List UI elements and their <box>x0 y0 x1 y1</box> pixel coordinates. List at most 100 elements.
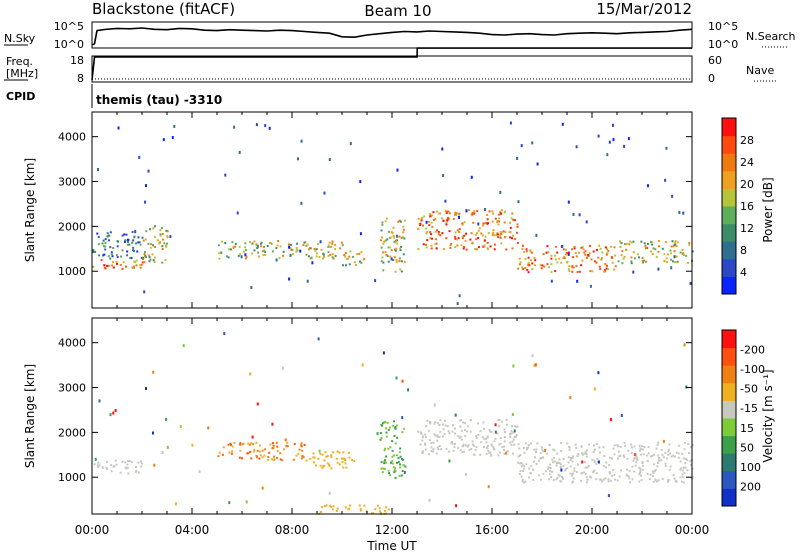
power-cell <box>646 243 649 245</box>
power-cell <box>307 255 310 258</box>
power-cell <box>654 248 657 251</box>
velocity-cell <box>607 480 610 483</box>
velocity-cell <box>691 476 694 479</box>
power-cell <box>429 237 432 239</box>
power-cell <box>604 270 607 273</box>
velocity-cell <box>486 436 489 439</box>
velocity-cell <box>272 444 275 447</box>
velocity-cell <box>636 459 639 462</box>
power-cell <box>154 256 156 259</box>
velocity-cell <box>391 455 394 458</box>
power-cell <box>425 232 428 235</box>
velocity-cell <box>549 470 551 473</box>
power-cell <box>473 210 476 213</box>
power-cell <box>486 241 489 244</box>
velocity-cell <box>314 464 317 467</box>
velocity-cell <box>335 509 338 512</box>
velocity-cell <box>137 471 140 474</box>
velocity-cell <box>241 457 243 460</box>
velocity-cell <box>561 477 564 480</box>
power-cell <box>334 244 337 246</box>
velocity-cell <box>655 447 658 450</box>
velocity-cell <box>460 438 463 441</box>
power-cell <box>560 261 563 264</box>
velocity-cell <box>587 465 590 467</box>
power-cell <box>245 257 247 260</box>
power-cell <box>446 219 449 222</box>
velocity-cell <box>424 433 427 436</box>
velocity-cell <box>448 459 451 463</box>
power-colorbar-label: Power [dB] <box>761 177 775 242</box>
velocity-cell <box>585 476 588 479</box>
power-cell <box>239 253 241 256</box>
colorbar-tick-label: -100 <box>740 363 765 376</box>
power-cell <box>608 140 611 144</box>
power-cell <box>435 238 437 241</box>
velocity-cell <box>462 443 465 446</box>
velocity-cell <box>425 436 428 439</box>
colorbar-segment <box>722 382 736 401</box>
power-cell <box>296 249 299 252</box>
power-cell <box>136 250 139 253</box>
power-cell <box>289 253 292 257</box>
velocity-cell <box>471 443 474 446</box>
velocity-cell <box>510 432 513 435</box>
velocity-cell <box>608 471 611 474</box>
velocity-cell <box>312 456 315 459</box>
velocity-cell <box>125 467 128 470</box>
power-cell <box>646 247 649 249</box>
velocity-cell <box>275 441 278 444</box>
power-cell <box>112 261 114 264</box>
velocity-cell <box>686 469 689 472</box>
power-cell <box>134 230 137 234</box>
velocity-cell <box>335 457 338 460</box>
power-cell <box>421 216 424 219</box>
velocity-cell <box>300 442 303 445</box>
power-cell <box>115 260 118 263</box>
y-tick-label: 1000 <box>58 471 86 484</box>
power-cell <box>606 252 609 255</box>
velocity-cell <box>380 467 383 470</box>
velocity-cell <box>651 455 654 457</box>
power-cell <box>494 217 497 220</box>
power-cell <box>382 251 385 254</box>
velocity-cell <box>466 425 469 428</box>
power-cell <box>472 212 475 215</box>
velocity-cell <box>282 366 284 370</box>
velocity-cell <box>313 461 315 464</box>
power-cell <box>142 258 145 261</box>
power-cell <box>542 253 545 255</box>
power-cell <box>663 253 666 256</box>
power-cell <box>585 256 588 259</box>
velocity-cell <box>483 427 486 430</box>
velocity-cell <box>404 465 407 468</box>
power-cell <box>449 247 452 249</box>
power-cell <box>623 243 626 246</box>
power-cell <box>331 242 334 245</box>
power-cell <box>149 228 152 231</box>
power-cell <box>511 237 513 240</box>
power-cell <box>262 254 265 256</box>
power-cell <box>647 184 649 188</box>
date-title: 15/Mar/2012 <box>596 0 692 18</box>
power-cell <box>474 233 477 236</box>
velocity-cell <box>349 504 352 507</box>
power-cell <box>385 217 388 220</box>
power-cell <box>398 260 401 262</box>
power-cell <box>360 261 363 264</box>
velocity-cell <box>469 430 472 433</box>
power-cell <box>585 220 588 224</box>
velocity-cell <box>534 456 536 459</box>
power-cell <box>238 150 241 154</box>
power-cell <box>603 269 606 271</box>
power-cell <box>402 225 405 228</box>
velocity-cell <box>286 445 289 448</box>
colorbar-segment <box>722 241 736 260</box>
power-cell <box>604 263 607 266</box>
power-cell <box>236 211 239 215</box>
velocity-cell <box>513 443 516 446</box>
frequency-left-tick-bottom: 8 <box>77 72 84 85</box>
colorbar-segment <box>722 470 736 489</box>
velocity-cell <box>344 462 347 465</box>
power-cell <box>295 247 298 250</box>
